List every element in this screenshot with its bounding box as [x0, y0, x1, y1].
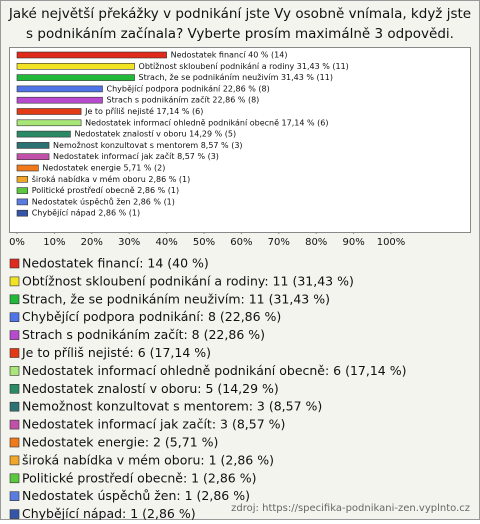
- bar-label: Nedostatek financí 40 % (14): [171, 51, 288, 60]
- bar-label: Strach, že se podnikáním neuživím 31,43 …: [139, 73, 333, 82]
- legend-label: Chybějící podpora podnikání: 8 (22,86 %): [22, 309, 281, 324]
- bar: [16, 209, 28, 217]
- bar: [16, 164, 39, 172]
- x-tick-label: 0%: [9, 237, 25, 248]
- legend-label: Je to příliš nejisté: 6 (17,14 %): [21, 345, 211, 360]
- x-tick-label: 50%: [193, 237, 215, 248]
- x-tick-label: 30%: [118, 237, 140, 248]
- chart-subtitle: s podnikáním začínala? Vyberte prosím ma…: [26, 26, 454, 42]
- x-tick-label: 80%: [305, 237, 327, 248]
- legend-label: Obtížnost skloubení podnikání a rodiny: …: [22, 273, 354, 288]
- bar-label: Nedostatek informací ohledně podnikání o…: [85, 118, 328, 127]
- bar-label: široká nabídka v mém oboru 2,86 % (1): [32, 174, 191, 184]
- x-tick-label: 100%: [377, 237, 406, 248]
- legend-label: Strach s podnikáním začít: 8 (22,86 %): [22, 327, 265, 342]
- bar: [16, 62, 135, 70]
- legend-swatch: [9, 276, 20, 287]
- legend-swatch: [9, 419, 20, 430]
- legend-swatch: [9, 294, 20, 305]
- legend-swatch: [9, 437, 20, 448]
- x-tick-label: 40%: [155, 237, 177, 248]
- bar: [16, 96, 103, 104]
- bar-label: Strach s podnikáním začít 22,86 % (8): [106, 95, 259, 105]
- bar-label: Nedostatek energie 5,71 % (2): [42, 164, 165, 173]
- bar: [16, 51, 167, 59]
- legend-label: Chybějící nápad: 1 (2,86 %): [22, 506, 196, 520]
- legend-swatch: [9, 401, 20, 412]
- legend-label: Nedostatek znalostí v oboru: 5 (14,29 %): [22, 381, 279, 396]
- legend-label: široká nabídka v mém oboru: 1 (2,86 %): [22, 452, 274, 467]
- bar: [16, 85, 103, 93]
- bar: [16, 142, 50, 149]
- bar: [16, 187, 28, 194]
- bar: [16, 74, 135, 81]
- legend-swatch: [9, 455, 20, 466]
- bar-label: Chybějící nápad 2,86 % (1): [32, 209, 140, 218]
- legend-swatch: [9, 509, 20, 519]
- legend-swatch: [9, 383, 20, 394]
- bar-label: Chybějící podpora podnikání 22,86 % (8): [106, 84, 269, 93]
- legend-label: Nedostatek energie: 2 (5,71 %): [22, 435, 218, 450]
- legend-label: Strach, že se podnikáním neuživím: 11 (3…: [22, 291, 330, 306]
- legend-swatch: [9, 473, 20, 484]
- bar-label: Nedostatek informací jak začít 8,57 % (3…: [53, 151, 219, 161]
- x-tick-label: 70%: [268, 237, 290, 248]
- legend-label: Nedostatek informací jak začít: 3 (8,57 …: [22, 417, 285, 432]
- legend-label: Nedostatek úspěchů žen: 1 (2,86 %): [22, 488, 250, 503]
- x-tick-label: 10%: [43, 237, 65, 248]
- legend-swatch: [9, 491, 20, 502]
- bar-label: Nemožnost konzultovat s mentorem 8,57 % …: [53, 141, 243, 150]
- legend-label: Politické prostředí obecně: 1 (2,86 %): [22, 470, 257, 485]
- bar: [16, 153, 50, 160]
- x-tick-label: 20%: [81, 237, 103, 248]
- legend-label: Nedostatek financí: 14 (40 %): [22, 256, 209, 271]
- legend-swatch: [9, 366, 20, 376]
- x-tick-label: 60%: [230, 237, 252, 248]
- legend-swatch: [9, 330, 20, 340]
- bar-label: Nedostatek znalostí v oboru 14,29 % (5): [74, 130, 236, 139]
- bar-label: Nedostatek úspěchů žen 2,86 % (1): [32, 196, 175, 206]
- bar-label: Je to příliš nejisté 17,14 % (6): [84, 106, 203, 116]
- legend-swatch: [9, 258, 20, 269]
- bar-label: Obtížnost skloubení podnikání a rodiny 3…: [139, 62, 349, 71]
- legend-swatch: [9, 312, 20, 323]
- legend-label: Nedostatek informací ohledně podnikání o…: [22, 363, 407, 378]
- bar: [16, 198, 28, 206]
- bar: [16, 176, 28, 183]
- x-tick-label: 90%: [342, 237, 364, 248]
- legend-swatch: [9, 348, 20, 358]
- legend-label: Nemožnost konzultovat s mentorem: 3 (8,5…: [22, 399, 322, 414]
- chart-title: Jaké největší překážky v podnikání jste …: [8, 6, 471, 22]
- source: zdroj: https://specifika-podnikani-zen.v…: [231, 503, 470, 514]
- bar-label: Politické prostředí obecně 2,86 % (1): [32, 185, 179, 195]
- bar: [16, 119, 82, 127]
- bar: [16, 130, 71, 138]
- bar: [16, 108, 82, 115]
